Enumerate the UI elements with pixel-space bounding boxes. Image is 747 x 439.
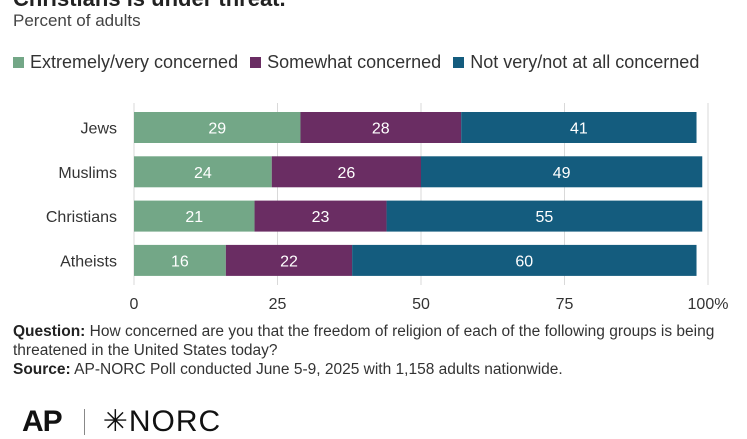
bar-segment (421, 156, 703, 188)
bar-segment (225, 244, 353, 276)
legend-swatch (250, 57, 262, 68)
data-label: 21 (185, 209, 203, 226)
data-label: 41 (570, 121, 588, 138)
x-tick-label: 50 (412, 296, 430, 313)
bar-segment (134, 200, 255, 232)
data-label: 16 (171, 253, 189, 270)
legend-item-somewhat: Somewhat concerned (250, 52, 441, 73)
chart-title: Christians is under threat. (13, 0, 286, 12)
data-label: 26 (337, 165, 355, 182)
question-note: Question: How concerned are you that the… (13, 322, 738, 360)
data-label: 23 (312, 209, 330, 226)
legend-label: Extremely/very concerned (30, 52, 239, 72)
legend-item-extremely-very: Extremely/very concerned (13, 52, 238, 73)
logos: AP ✳NORC (22, 404, 221, 439)
x-tick-label: 75 (556, 296, 574, 313)
chart-subtitle: Percent of adults (13, 11, 141, 30)
bar-segment (134, 244, 226, 276)
category-label: Atheists (60, 253, 117, 270)
legend-item-not-very: Not very/not at all concerned (453, 52, 699, 73)
bar-segment (300, 112, 462, 143)
category-label: Jews (81, 121, 117, 138)
source-text: AP-NORC Poll conducted June 5-9, 2025 wi… (70, 361, 563, 378)
legend-label: Somewhat concerned (267, 52, 442, 72)
data-label: 49 (553, 165, 571, 182)
bar-segment (461, 112, 697, 143)
source-label: Source: (13, 361, 71, 378)
data-label: 55 (536, 209, 554, 226)
legend-swatch (453, 57, 465, 68)
question-label: Question: (13, 323, 86, 340)
data-label: 29 (208, 121, 226, 138)
x-tick-label: 100% (688, 296, 729, 313)
bar-segment (386, 200, 703, 232)
data-label: 24 (194, 165, 212, 182)
source-note: Source: AP-NORC Poll conducted June 5-9,… (13, 360, 738, 379)
category-label: Christians (46, 209, 117, 226)
legend: Extremely/very concerned Somewhat concer… (13, 52, 711, 73)
x-tick-label: 25 (269, 296, 287, 313)
norc-logo: ✳NORC (102, 405, 222, 438)
ap-logo: AP (22, 404, 63, 438)
data-label: 60 (515, 253, 533, 270)
chart-notes: Question: How concerned are you that the… (13, 322, 738, 379)
data-label: 22 (280, 253, 298, 270)
bar-segment (134, 112, 301, 143)
stacked-bar-chart: Jews 29 28 41 Muslims 24 26 49 Christians 21 23 55 A… (46, 103, 729, 313)
bar-segment (271, 156, 421, 188)
legend-label: Not very/not at all concerned (470, 52, 700, 72)
bar-segment (134, 156, 272, 188)
x-tick-label: 0 (130, 296, 139, 313)
bar-segment (254, 200, 387, 232)
logo-divider (83, 408, 85, 435)
question-text: How concerned are you that the freedom o… (13, 323, 715, 359)
data-label: 28 (372, 121, 390, 138)
bar-segment (352, 244, 697, 276)
legend-swatch (13, 57, 24, 68)
category-label: Muslims (58, 165, 117, 182)
